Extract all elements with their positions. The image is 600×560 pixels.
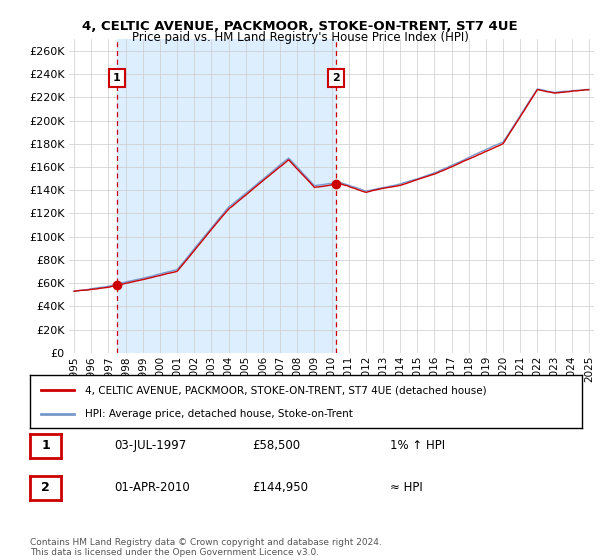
Text: 1% ↑ HPI: 1% ↑ HPI [390, 438, 445, 452]
Text: 1: 1 [113, 73, 121, 83]
Text: £58,500: £58,500 [252, 438, 300, 452]
Bar [117, 39, 336, 353]
Text: £144,950: £144,950 [252, 480, 308, 494]
Text: 2: 2 [41, 481, 50, 494]
Text: Price paid vs. HM Land Registry's House Price Index (HPI): Price paid vs. HM Land Registry's House … [131, 31, 469, 44]
Text: 01-APR-2010: 01-APR-2010 [114, 480, 190, 494]
Text: Contains HM Land Registry data © Crown copyright and database right 2024.
This d: Contains HM Land Registry data © Crown c… [30, 538, 382, 557]
Text: 4, CELTIC AVENUE, PACKMOOR, STOKE-ON-TRENT, ST7 4UE (detached house): 4, CELTIC AVENUE, PACKMOOR, STOKE-ON-TRE… [85, 385, 487, 395]
Text: HPI: Average price, detached house, Stoke-on-Trent: HPI: Average price, detached house, Stok… [85, 408, 353, 418]
Text: 2: 2 [332, 73, 340, 83]
Text: 1: 1 [41, 439, 50, 452]
Text: 4, CELTIC AVENUE, PACKMOOR, STOKE-ON-TRENT, ST7 4UE: 4, CELTIC AVENUE, PACKMOOR, STOKE-ON-TRE… [82, 20, 518, 32]
Text: ≈ HPI: ≈ HPI [390, 480, 423, 494]
Text: 03-JUL-1997: 03-JUL-1997 [114, 438, 186, 452]
